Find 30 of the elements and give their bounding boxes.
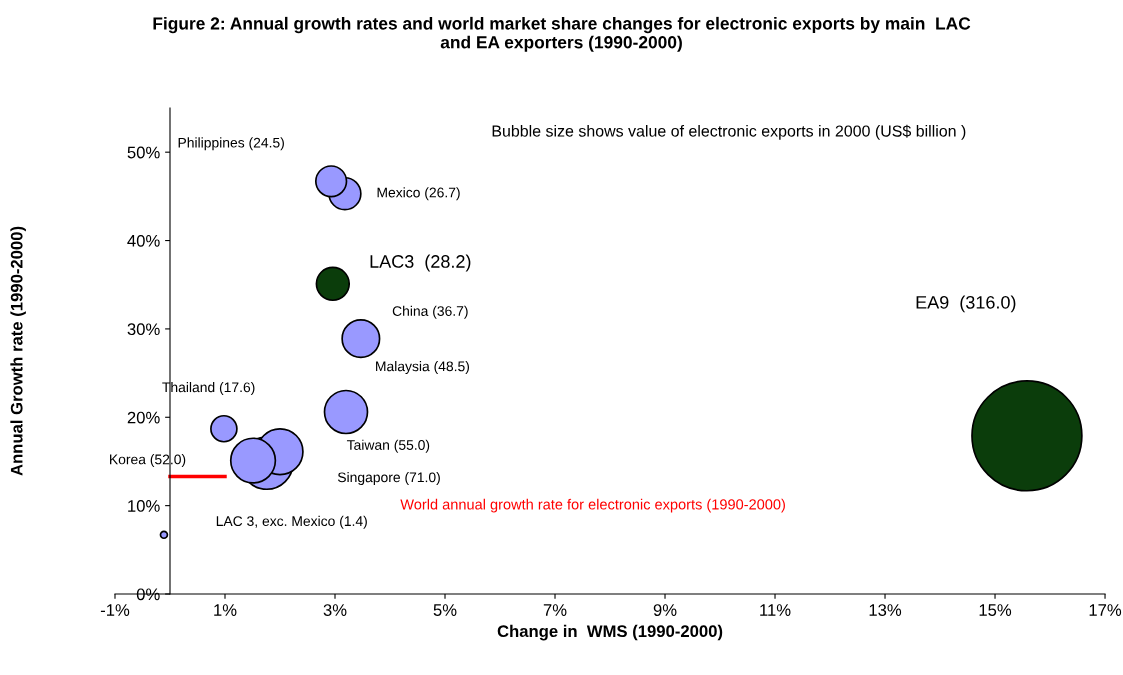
chart-title: Figure 2: Annual growth rates and world market share changes for electronic exports by main LAC and EA exporters (1990-2000) xyxy=(153,16,971,52)
annotation: Bubble size shows value of electronic exports in 2000 (US$ billion ) xyxy=(492,124,966,140)
y-axis-title: Annual Growth rate (1990-2000) xyxy=(10,226,26,476)
annotation: World annual growth rate for electronic exports (1990-2000) xyxy=(400,498,785,513)
annotation: China (36.7) xyxy=(392,305,468,319)
x-tick-label: 17% xyxy=(1089,604,1122,616)
annotation: LAC 3, exc. Mexico (1.4) xyxy=(216,515,367,529)
x-tick-label: 7% xyxy=(543,604,567,616)
y-tick-label: 50% xyxy=(127,146,160,159)
x-tick-label: 11% xyxy=(760,604,791,616)
x-tick-label: 5% xyxy=(433,604,457,616)
y-tick-label: 30% xyxy=(127,323,160,336)
annotation: LAC3 (28.2) xyxy=(370,254,471,272)
x-tick-label: 15% xyxy=(979,604,1012,616)
y-tick-label: 0% xyxy=(136,588,160,601)
y-tick-label: 10% xyxy=(128,500,160,512)
x-tick-label: 1% xyxy=(214,604,237,616)
y-tick-label: 20% xyxy=(127,411,160,424)
x-tick-label: 13% xyxy=(869,604,902,616)
annotation: EA9 (316.0) xyxy=(916,295,1016,313)
annotation: Malaysia (48.5) xyxy=(376,361,470,374)
annotation: Singapore (71.0) xyxy=(337,472,440,485)
annotation: Mexico (26.7) xyxy=(377,187,460,201)
y-tick-label: 40% xyxy=(127,234,160,247)
annotation: Philippines (24.5) xyxy=(178,137,284,151)
x-tick-label: -1% xyxy=(100,604,130,616)
x-tick-label: 3% xyxy=(323,604,347,616)
x-axis-title: Change in WMS (1990-2000) xyxy=(497,624,723,641)
x-tick-label: 9% xyxy=(653,604,677,616)
annotation: Taiwan (55.0) xyxy=(346,439,430,453)
